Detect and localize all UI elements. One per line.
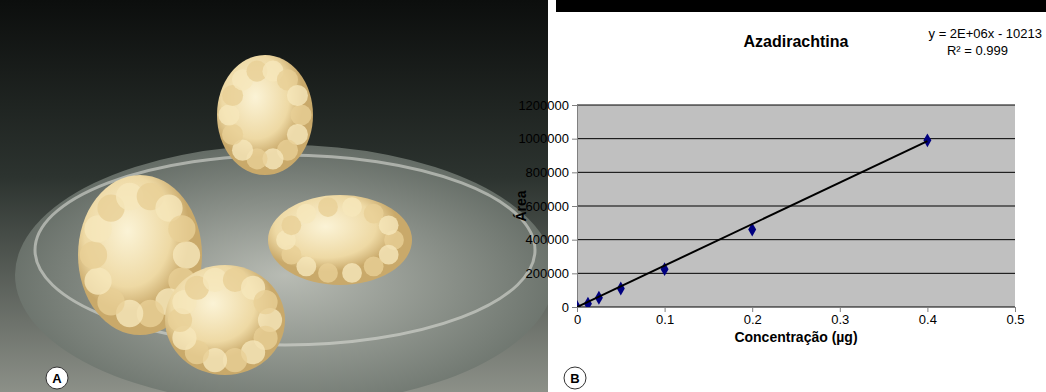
tick: 800000: [526, 165, 577, 180]
annotation: R² = 0.999: [947, 43, 1008, 58]
callus-texture: [342, 197, 362, 217]
panel-label: A: [52, 371, 62, 386]
callus: [78, 175, 202, 335]
grid-line: [577, 206, 1015, 207]
panel-label-badge: [564, 367, 586, 389]
tick-label: 0.3: [831, 312, 849, 327]
callus: [268, 195, 412, 285]
panel-label-badge: [46, 367, 68, 389]
gap: [548, 0, 556, 392]
grid-line: [577, 138, 1015, 139]
axis-line: [572, 106, 578, 308]
tick: 0: [574, 307, 581, 327]
tick-label: 0.4: [919, 312, 937, 327]
axis-line: [578, 308, 1016, 313]
callus-texture: [318, 197, 338, 217]
tick-mark: [572, 240, 577, 241]
tick: 0.1: [656, 307, 674, 327]
tick-mark: [572, 172, 577, 173]
tick: 1000000: [518, 131, 577, 146]
panel-label: B: [570, 371, 579, 386]
callus-texture: [318, 263, 338, 283]
top-band: [548, 0, 1046, 12]
x-axis-title: Concentração (µg): [734, 329, 857, 345]
grid-line: [577, 273, 1015, 274]
tick: 0.4: [919, 307, 937, 327]
tick: 0.2: [744, 307, 762, 327]
grid-line: [577, 172, 1015, 173]
tick-label: 600000: [526, 199, 569, 214]
tick-label: 1000000: [518, 131, 569, 146]
x-axis: 0 0.1 0.2 0.3 0.4 0.5: [574, 307, 1025, 327]
grid-line: [577, 239, 1015, 240]
callus-texture: [173, 241, 200, 268]
y-axis-title: Área: [513, 190, 529, 221]
callus-texture: [342, 263, 362, 283]
callus-texture: [287, 85, 308, 106]
tick: 400000: [526, 232, 577, 247]
marks: [577, 133, 931, 307]
tick-mark: [572, 139, 577, 140]
callus-texture: [80, 241, 107, 268]
plot-area: [577, 105, 1015, 307]
annotation: y = 2E+06x - 10213: [929, 26, 1042, 41]
tick-mark: [572, 206, 577, 207]
tick-mark: [572, 307, 577, 308]
trendline: [577, 141, 927, 307]
tick-label: 400000: [526, 232, 569, 247]
tick-label: 0.2: [744, 312, 762, 327]
callus-texture: [84, 267, 111, 294]
callus: [165, 265, 285, 375]
tick-mark: [572, 273, 577, 274]
tick-mark: [572, 105, 577, 106]
dish-rim: [35, 155, 535, 345]
dish: [15, 145, 555, 392]
callus-texture: [168, 215, 195, 242]
tick-label: 0: [562, 300, 569, 315]
photo-panel: A: [0, 0, 555, 392]
callus-texture: [253, 290, 277, 314]
callus-texture: [218, 104, 239, 125]
chart-title: Azadirachtina: [744, 33, 849, 50]
point: [923, 133, 931, 147]
tick-label: 0.1: [656, 312, 674, 327]
callus-texture: [290, 104, 311, 125]
callus-texture: [296, 204, 316, 224]
tick-label: 0: [574, 312, 581, 327]
tick-label: 800000: [526, 165, 569, 180]
tick-label: 200000: [526, 266, 569, 281]
tick-label: 0.5: [1006, 312, 1024, 327]
tick: 0.5: [1006, 307, 1024, 327]
tick-label: 1200000: [518, 98, 569, 113]
tick: 200000: [526, 266, 577, 281]
grid: [577, 105, 1015, 307]
tick: 0: [562, 300, 577, 315]
tick: 1200000: [518, 98, 577, 113]
tick: 0.3: [831, 307, 849, 327]
callus-texture: [364, 256, 384, 276]
callus-texture: [222, 124, 243, 145]
callus: [217, 55, 313, 175]
callus-texture: [379, 215, 399, 235]
tick: 600000: [526, 199, 577, 214]
grid-line: [577, 105, 1015, 106]
